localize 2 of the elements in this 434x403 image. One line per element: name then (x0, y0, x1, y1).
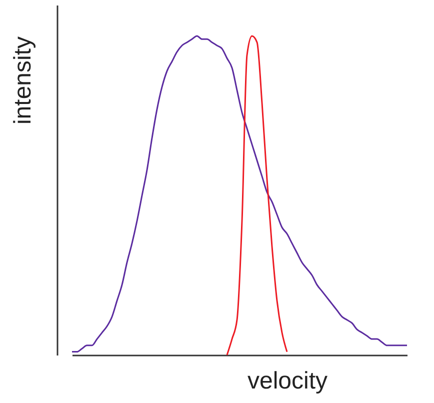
y-axis-title: intensity (10, 36, 36, 125)
x-axis-title: velocity (247, 368, 328, 394)
